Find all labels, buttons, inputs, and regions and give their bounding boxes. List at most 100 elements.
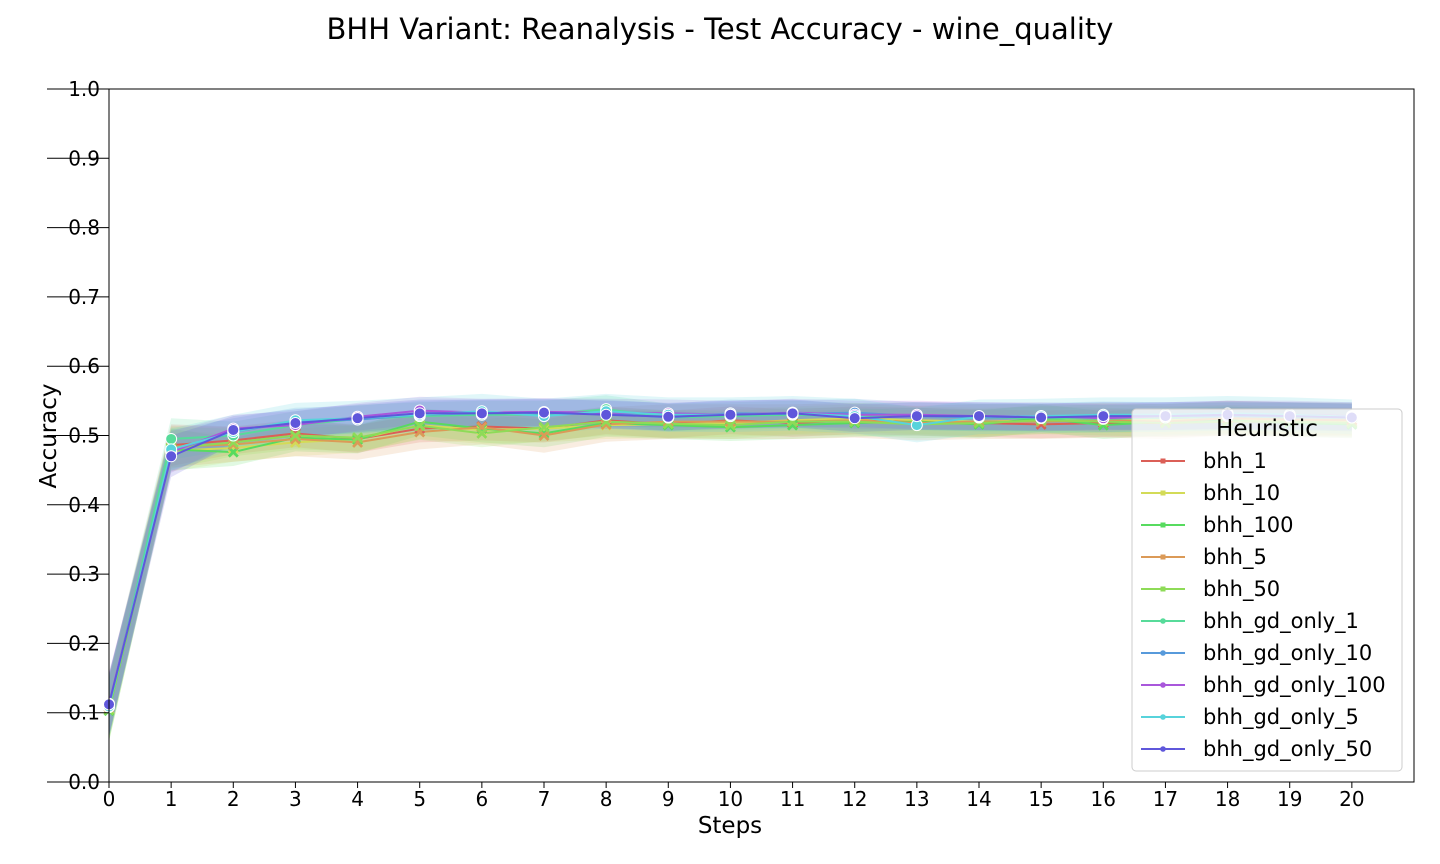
x-tick-label: 5: [413, 787, 426, 811]
point-bhh_gd_only_50-7: [538, 406, 550, 419]
legend-title: Heuristic: [1216, 416, 1318, 442]
point-bhh_gd_only_50-10: [724, 408, 737, 421]
point-bhh_gd_only_50-15: [1035, 411, 1048, 424]
legend-item-bhh_gd_only_50: bhh_gd_only_50: [1141, 737, 1372, 762]
x-tick-label: 16: [1091, 787, 1116, 811]
x-tick-label: 0: [103, 787, 116, 811]
legend-label: bhh_gd_only_5: [1203, 705, 1359, 730]
legend-item-bhh_5: bhh_5: [1141, 545, 1267, 570]
x-tick-label: 18: [1215, 787, 1240, 811]
point-bhh_50-7: [538, 421, 550, 433]
point-bhh_5-8: [600, 418, 612, 430]
legend-label: bhh_5: [1203, 545, 1267, 570]
point-bhh_100-4: [352, 434, 364, 446]
point-bhh_50-10: [724, 419, 736, 431]
y-tick-label: 0.5: [68, 424, 100, 448]
point-bhh_50-3: [289, 430, 301, 441]
point-bhh_gd_only_50-11: [786, 407, 799, 420]
x-tick-label: 14: [966, 787, 991, 811]
x-tick-label: 6: [475, 787, 488, 811]
y-tick-label: 0.8: [68, 216, 100, 240]
point-bhh_gd_only_50-16: [1097, 410, 1110, 423]
x-tick-label: 15: [1028, 787, 1053, 811]
point-bhh_100-11: [787, 419, 799, 431]
legend-item-bhh_50: bhh_50: [1141, 577, 1280, 602]
y-tick-label: 0.6: [68, 354, 100, 378]
point-bhh_50-6: [476, 427, 488, 439]
x-tick-label: 9: [662, 787, 675, 811]
legend-swatch-marker: [1160, 682, 1166, 688]
legend-swatch-marker: [1160, 586, 1166, 592]
legend-item-bhh_gd_only_100: bhh_gd_only_100: [1141, 673, 1386, 698]
y-tick-label: 0.7: [68, 285, 100, 309]
x-tick-label: 11: [780, 787, 805, 811]
point-bhh_50-5: [414, 420, 426, 432]
x-axis: 0 1 2 3 4 5 6 7 8 9 10 11 12 13 14 15 16 17 18 19 20: [103, 782, 1365, 811]
y-tick-label: 0.2: [68, 631, 100, 655]
point-bhh_gd_only_50-1: [165, 450, 178, 463]
legend-label: bhh_1: [1203, 449, 1267, 474]
y-tick-label: 0.4: [68, 493, 100, 517]
point-bhh_gd_only_50-9: [662, 410, 675, 423]
point-bhh_gd_only_50-8: [600, 408, 613, 421]
legend-label: bhh_gd_only_10: [1203, 641, 1372, 666]
x-tick-label: 4: [351, 787, 364, 811]
x-tick-label: 13: [904, 787, 929, 811]
point-bhh_5-2: [227, 439, 239, 450]
y-axis: 0.0 0.1 0.2 0.3 0.4 0.5 0.6 0.7 0.8 0.9 1.0: [47, 77, 109, 794]
point-bhh_gd_only_50-4: [351, 412, 364, 425]
point-bhh_5-7: [538, 430, 550, 441]
x-tick-label: 12: [842, 787, 867, 811]
x-tick-label: 1: [165, 787, 178, 811]
legend-item-bhh_gd_only_5: bhh_gd_only_5: [1141, 705, 1359, 730]
point-bhh_5-3: [289, 433, 301, 445]
legend-label: bhh_10: [1203, 481, 1280, 506]
x-tick-label: 19: [1277, 787, 1302, 811]
y-tick-label: 0.1: [68, 701, 100, 725]
x-tick-label: 7: [538, 787, 551, 811]
legend-swatch-marker: [1160, 650, 1166, 656]
legend-label: bhh_50: [1203, 577, 1280, 602]
legend-item-bhh_10: bhh_10: [1141, 481, 1280, 506]
point-bhh_gd_only_50-6: [475, 407, 488, 420]
legend-item-bhh_1: bhh_1: [1141, 449, 1267, 474]
y-axis-label: Accuracy: [36, 383, 62, 488]
y-tick-label: 1.0: [68, 77, 100, 101]
legend-swatch-marker: [1160, 458, 1166, 464]
legend-label: bhh_100: [1203, 513, 1294, 538]
x-tick-label: 2: [227, 787, 240, 811]
legend: Heuristic bhh_1 bhh_10 bhh_100 bhh_5 bhh_50b…: [1131, 408, 1403, 772]
legend-label: bhh_gd_only_100: [1203, 673, 1386, 698]
point-bhh_gd_only_50-3: [289, 417, 302, 430]
point-bhh_gd_only_1-1: [165, 432, 178, 445]
legend-swatch-marker: [1160, 746, 1166, 752]
chart-title: BHH Variant: Reanalysis - Test Accuracy …: [327, 12, 1114, 46]
legend-swatch-marker: [1160, 490, 1166, 496]
legend-item-bhh_gd_only_1: bhh_gd_only_1: [1141, 609, 1359, 634]
x-tick-label: 20: [1339, 787, 1364, 811]
legend-swatch-marker: [1160, 714, 1166, 720]
legend-label: bhh_gd_only_50: [1203, 737, 1372, 762]
legend-label: bhh_gd_only_1: [1203, 609, 1359, 634]
point-bhh_gd_only_50-12: [848, 412, 861, 425]
legend-box: [1131, 408, 1403, 772]
x-axis-label: Steps: [698, 813, 762, 839]
x-tick-label: 3: [289, 787, 302, 811]
legend-swatch-marker: [1160, 618, 1166, 624]
y-tick-label: 0.9: [68, 146, 100, 170]
point-bhh_gd_only_50-5: [413, 407, 426, 420]
x-tick-label: 8: [600, 787, 613, 811]
legend-swatch-marker: [1160, 522, 1166, 528]
point-bhh_gd_only_50-14: [973, 410, 985, 423]
y-tick-label: 0.0: [68, 770, 100, 794]
legend-item-bhh_gd_only_10: bhh_gd_only_10: [1141, 641, 1372, 666]
legend-swatch-marker: [1160, 554, 1166, 560]
point-bhh_gd_only_50-2: [227, 423, 240, 436]
x-tick-label: 10: [718, 787, 743, 811]
y-tick-label: 0.3: [68, 562, 100, 586]
point-bhh_50-4: [352, 432, 364, 444]
x-tick-label: 17: [1153, 787, 1178, 811]
point-bhh_gd_only_50-13: [910, 410, 923, 423]
legend-item-bhh_100: bhh_100: [1141, 513, 1294, 538]
